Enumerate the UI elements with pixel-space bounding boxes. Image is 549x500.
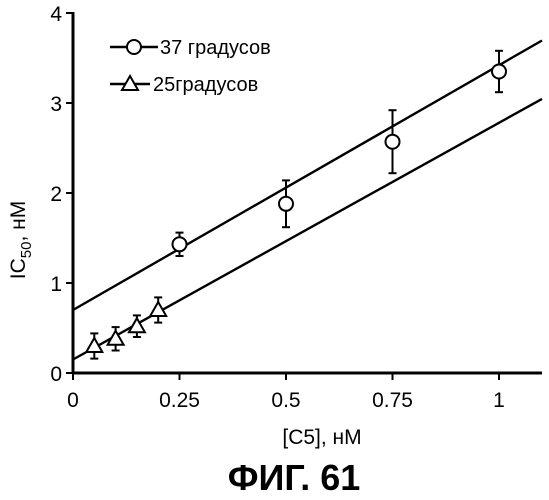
data-point-circle [492,65,506,79]
y-tick-label: 1 [50,273,62,296]
x-ticks: 0 0.25 0.5 0.75 1 [67,373,505,412]
legend-label-37: 37 градусов [160,37,271,59]
fit-line-series-0 [73,40,542,310]
data-point-circle [386,135,400,149]
x-tick-label: 0.25 [159,389,200,412]
legend-marker-circle [127,40,141,54]
plot-area: 0 0.25 0.5 0.75 1 0 1 2 3 4 [50,3,542,412]
y-axis-label: IC50, нМ [7,201,35,279]
y-axis-label-sub: 50 [18,242,35,259]
fit-line-series-1 [73,99,542,360]
data-point-circle [279,197,293,211]
x-tick-label: 0 [67,389,79,412]
y-tick-label: 0 [50,363,62,386]
x-axis-label: [C5], нМ [282,426,361,449]
legend: 37 градусов 25градусов [110,37,271,96]
x-tick-label: 0.75 [372,389,413,412]
x-tick-label: 0.5 [271,389,300,412]
y-tick-label: 4 [50,3,62,26]
fit-lines [73,40,542,359]
y-tick-label: 2 [50,183,62,206]
data-markers [86,65,506,353]
legend-label-25: 25градусов [153,74,258,96]
y-tick-label: 3 [50,93,62,116]
y-axis-label-main: IC [7,258,30,279]
figure-caption: ФИГ. 61 [228,457,361,498]
y-axis-label-unit: , нМ [7,201,30,242]
y-ticks: 0 1 2 3 4 [50,3,73,386]
x-tick-label: 1 [493,389,505,412]
data-point-circle [173,237,187,251]
